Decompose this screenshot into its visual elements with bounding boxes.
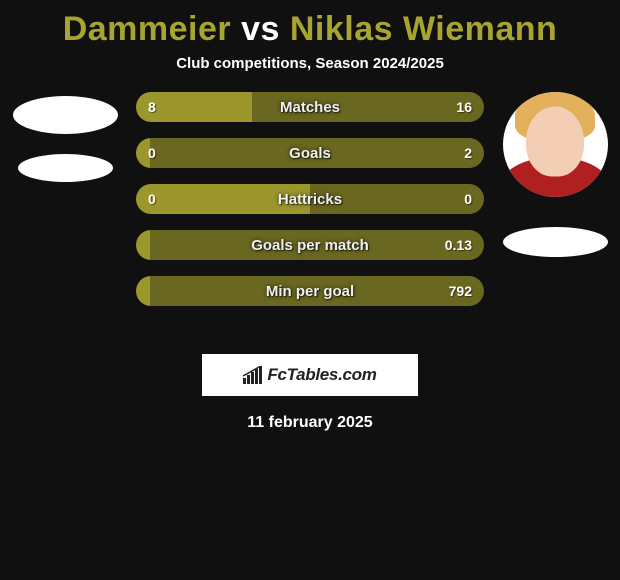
stat-bar-left [136, 138, 150, 168]
stat-bar-left [136, 92, 252, 122]
stat-bar-left [136, 276, 150, 306]
stat-bars: Matches816 Goals02 Hattricks00 Goals per ma… [136, 92, 484, 322]
fctables-logo: FcTables.com [202, 354, 418, 396]
stat-bar-right [150, 276, 484, 306]
stat-row: Hattricks00 [136, 184, 484, 214]
player2-name: Niklas Wiemann [290, 10, 557, 48]
stat-bar-right [252, 92, 484, 122]
stat-row: Goals02 [136, 138, 484, 168]
player1-column [5, 92, 125, 182]
logo-text: FcTables.com [267, 365, 376, 385]
player2-team-badge-placeholder [503, 227, 608, 257]
stat-bar-left [136, 230, 150, 260]
stat-row: Goals per match0.13 [136, 230, 484, 260]
stat-bar-right [150, 230, 484, 260]
player2-column [495, 92, 615, 257]
stat-row: Min per goal792 [136, 276, 484, 306]
comparison-title: Dammeier vs Niklas Wiemann [0, 0, 620, 55]
snapshot-date: 11 february 2025 [0, 414, 620, 432]
player2-avatar [503, 92, 608, 197]
stat-bar-right [310, 184, 484, 214]
stat-bar-right [150, 138, 484, 168]
vs-text: vs [241, 10, 280, 48]
stat-row: Matches816 [136, 92, 484, 122]
chart-bars-icon [243, 366, 263, 384]
player1-avatar-placeholder [13, 96, 118, 134]
subtitle: Club competitions, Season 2024/2025 [0, 55, 620, 92]
player1-team-badge-placeholder [18, 154, 113, 182]
stat-bar-left [136, 184, 310, 214]
player1-name: Dammeier [63, 10, 231, 48]
comparison-content: Matches816 Goals02 Hattricks00 Goals per ma… [0, 92, 620, 352]
